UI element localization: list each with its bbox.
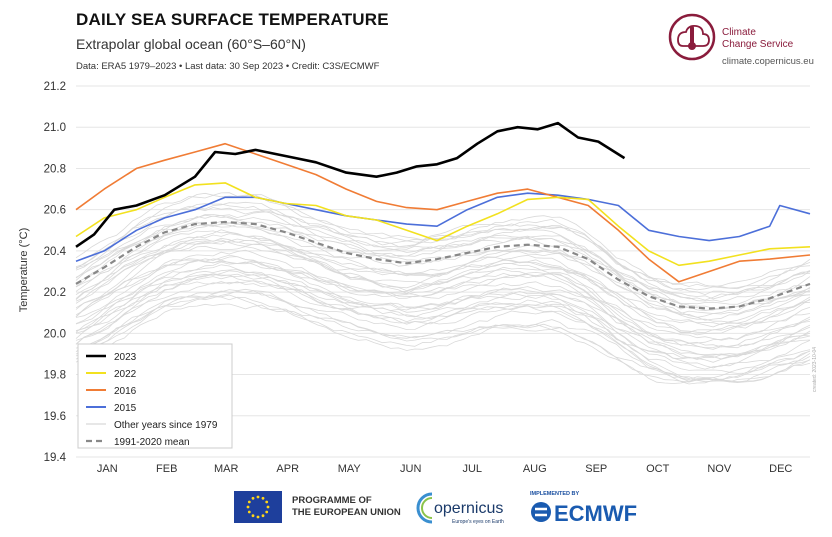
- other-year-line: [75, 258, 811, 346]
- c3s-url[interactable]: climate.copernicus.eu: [722, 56, 814, 67]
- x-tick-label: JUN: [400, 463, 421, 475]
- y-tick-label: 21.0: [44, 122, 66, 134]
- x-tick-label: MAY: [338, 463, 362, 475]
- other-year-line: [75, 203, 811, 289]
- series-2015-line: [75, 192, 811, 262]
- other-year-line: [75, 290, 811, 382]
- y-tick-label: 19.8: [44, 370, 66, 382]
- other-year-line: [75, 294, 811, 383]
- other-year-line: [75, 194, 811, 296]
- x-tick-labels: JAN FEB MAR APR MAY JUN JUL AUG SEP OCT NOV DEC: [97, 463, 793, 475]
- copernicus-name: opernicus: [434, 500, 503, 517]
- other-year-line: [75, 229, 811, 318]
- other-years-lines: [75, 192, 811, 385]
- ecmwf-implemented-by: IMPLEMENTED BY: [530, 491, 580, 497]
- ecmwf-logo: ECMWF: [531, 501, 637, 525]
- legend-label: 2022: [114, 369, 137, 380]
- x-tick-label: JUL: [462, 463, 482, 475]
- x-tick-label: SEP: [585, 463, 607, 475]
- y-tick-label: 19.4: [44, 452, 67, 464]
- c3s-line1: Climate: [722, 27, 756, 38]
- x-tick-label: FEB: [156, 463, 177, 475]
- eu-line2: THE EUROPEAN UNION: [292, 507, 401, 518]
- other-year-line: [75, 264, 811, 356]
- other-year-line: [75, 260, 811, 356]
- legend-label: 2016: [114, 386, 137, 397]
- y-tick-label: 20.6: [44, 205, 66, 217]
- eu-programme-text: PROGRAMME OF THE EUROPEAN UNION: [292, 495, 401, 519]
- legend-label: 1991-2020 mean: [114, 437, 190, 448]
- legend-label: Other years since 1979: [114, 420, 218, 431]
- y-tick-label: 19.6: [44, 411, 66, 423]
- c3s-logo-icon: [668, 13, 716, 61]
- eu-flag-icon: [234, 491, 282, 523]
- other-year-line: [75, 303, 811, 384]
- copernicus-tagline: Europe's eyes on Earth: [452, 519, 504, 525]
- y-tick-label: 20.0: [44, 328, 66, 340]
- mean-line: [75, 220, 811, 310]
- other-year-line: [75, 245, 811, 334]
- other-year-line: [75, 201, 811, 302]
- other-year-line: [75, 280, 811, 380]
- other-year-line: [75, 222, 811, 314]
- other-year-line: [75, 256, 811, 349]
- y-tick-labels: 19.4 19.6 19.8 20.0 20.2 20.4 20.6 20.8 21.0 21.2: [44, 81, 67, 464]
- other-year-line: [75, 288, 811, 383]
- y-tick-label: 20.2: [44, 287, 66, 299]
- created-watermark: created: 2023-10-04: [812, 346, 818, 392]
- other-year-line: [75, 239, 811, 333]
- other-year-line: [75, 230, 811, 321]
- other-year-line: [75, 295, 811, 385]
- other-year-line: [75, 273, 811, 363]
- chart-title: DAILY SEA SURFACE TEMPERATURE: [76, 10, 389, 29]
- other-year-line: [75, 238, 811, 326]
- c3s-line2: Change Service: [722, 39, 794, 50]
- legend-box: [77, 343, 233, 449]
- y-tick-label: 20.4: [44, 246, 67, 258]
- x-tick-label: JAN: [97, 463, 118, 475]
- chart-subtitle: Extrapolar global ocean (60°S–60°N): [76, 36, 306, 52]
- other-year-line: [75, 192, 811, 291]
- series-2016-line: [75, 142, 811, 283]
- copernicus-logo: opernicus Europe's eyes on Earth: [416, 492, 504, 525]
- other-year-line: [75, 249, 811, 341]
- x-tick-label: AUG: [523, 463, 547, 475]
- series-lines: [75, 121, 811, 310]
- other-year-line: [75, 222, 811, 312]
- y-tick-label: 20.8: [44, 163, 66, 175]
- other-year-line: [75, 290, 811, 383]
- series-2023-line: [75, 121, 626, 248]
- other-year-line: [75, 215, 811, 300]
- y-axis-label: Temperature (°C): [18, 228, 30, 312]
- x-tick-label: APR: [276, 463, 299, 475]
- x-tick-label: NOV: [707, 463, 732, 475]
- x-tick-label: DEC: [769, 463, 792, 475]
- other-year-line: [75, 259, 811, 350]
- eu-line1: PROGRAMME OF: [292, 495, 372, 506]
- series-2022-line: [75, 182, 811, 267]
- other-year-line: [75, 211, 811, 301]
- ecmwf-name: ECMWF: [554, 501, 637, 525]
- legend-label: 2023: [114, 352, 137, 363]
- x-tick-label: OCT: [646, 463, 670, 475]
- other-year-line: [75, 281, 811, 369]
- y-tick-label: 21.2: [44, 81, 66, 93]
- other-year-line: [75, 274, 811, 370]
- x-tick-label: MAR: [214, 463, 239, 475]
- legend: 2023 2022 2016 2015 Other years since 1979 19…: [77, 343, 233, 449]
- c3s-name: Climate Change Service: [722, 27, 793, 51]
- other-year-line: [75, 270, 811, 360]
- legend-label: 2015: [114, 403, 137, 414]
- data-credit-note: Data: ERA5 1979–2023 • Last data: 30 Sep…: [76, 61, 380, 72]
